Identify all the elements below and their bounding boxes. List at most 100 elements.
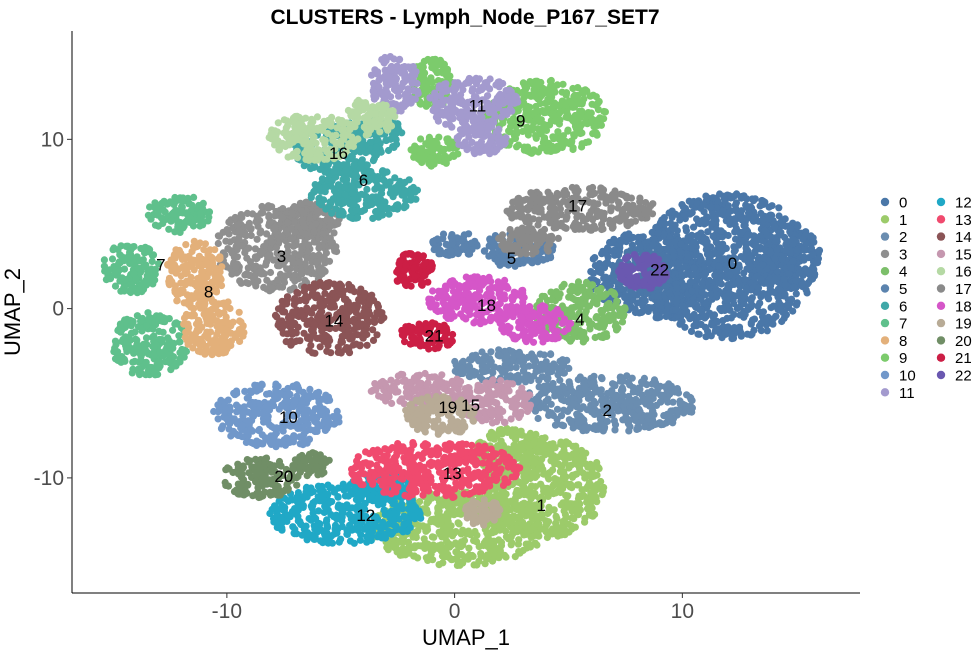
cluster-1-point	[456, 497, 465, 505]
cluster-0-point	[757, 327, 766, 335]
cluster-0-point	[684, 253, 693, 261]
cluster-1-point	[562, 438, 570, 446]
cluster-1-point	[484, 542, 492, 551]
cluster-0-point	[681, 323, 689, 331]
cluster-1-point	[569, 442, 577, 450]
cluster-0-point	[704, 228, 712, 236]
cluster-0-point	[744, 204, 752, 212]
cluster-3-point	[290, 218, 298, 226]
cluster-1-point	[464, 554, 472, 562]
cluster-2-point	[633, 425, 641, 433]
cluster-0-point	[681, 204, 690, 213]
cluster-0-point	[740, 292, 748, 300]
cluster-6-point	[407, 192, 415, 200]
cluster-3-point	[296, 258, 304, 266]
cluster-6-point	[350, 200, 358, 208]
cluster-0-point	[631, 305, 639, 313]
cluster-0-point	[731, 267, 739, 275]
cluster-7-point	[139, 279, 147, 287]
cluster-3-point	[282, 272, 290, 280]
cluster-2-point	[597, 386, 605, 394]
cluster-1-point	[421, 539, 429, 547]
cluster-3-point	[310, 228, 318, 236]
cluster-0-point	[730, 215, 739, 223]
cluster-0-point	[712, 285, 720, 293]
cluster-1-point	[549, 440, 557, 448]
cluster-0-point	[807, 232, 815, 240]
cluster-3-point	[243, 254, 251, 262]
cluster-0-point	[649, 240, 657, 248]
cluster-7-point	[161, 208, 169, 216]
cluster-4-point	[556, 290, 564, 298]
cluster-2-point	[588, 408, 596, 416]
cluster-3-point	[237, 279, 245, 287]
cluster-2-point	[611, 426, 619, 434]
cluster-4-point	[596, 289, 604, 297]
cluster-0-point	[700, 208, 708, 216]
cluster-6-point	[394, 120, 402, 128]
cluster-0-point	[792, 301, 801, 309]
cluster-2-point	[468, 352, 477, 360]
cluster-0-point	[804, 268, 813, 276]
cluster-1-point	[457, 530, 465, 538]
cluster-2-point	[669, 398, 677, 406]
cluster-7-point	[166, 198, 174, 206]
cluster-0-point	[777, 301, 785, 310]
cluster-5-point	[439, 230, 448, 238]
cluster-6-point	[341, 183, 349, 191]
cluster-3-point	[254, 277, 262, 285]
cluster-0-point	[800, 253, 808, 261]
cluster-3-point	[259, 209, 267, 217]
cluster-7-point	[196, 222, 204, 230]
cluster-6-point	[318, 175, 326, 183]
cluster-0-point	[789, 257, 797, 265]
cluster-0-point	[705, 250, 713, 258]
cluster-6-point	[328, 177, 336, 185]
cluster-0-point	[724, 323, 732, 331]
cluster-0-point	[749, 216, 757, 224]
cluster-0-point	[682, 243, 690, 251]
cluster-0-point	[695, 305, 704, 313]
cluster-0-point	[780, 275, 788, 283]
cluster-0-point	[735, 241, 743, 249]
cluster-3-point	[256, 229, 264, 237]
cluster-0-point	[742, 284, 751, 292]
cluster-6-point	[348, 189, 357, 197]
cluster-0-point	[709, 313, 717, 321]
cluster-0-point	[687, 198, 695, 206]
cluster-0-point	[766, 249, 774, 257]
cluster-7-point	[135, 286, 143, 294]
cluster-2-point	[612, 402, 620, 410]
cluster-0-point	[694, 330, 702, 338]
cluster-0-point	[806, 276, 815, 284]
cluster-1-point	[564, 492, 572, 500]
cluster-7-point	[100, 256, 108, 264]
cluster-0-point	[717, 227, 725, 235]
cluster-2-point	[576, 391, 585, 400]
cluster-3-point	[320, 230, 328, 238]
cluster-1-point	[598, 491, 606, 499]
cluster-3-point	[290, 242, 298, 250]
cluster-0-point	[625, 230, 633, 238]
cluster-1-point	[564, 520, 573, 528]
cluster-0-point	[732, 199, 741, 207]
cluster-3-point	[325, 257, 334, 265]
cluster-1-point	[560, 446, 568, 454]
cluster-7-point	[124, 254, 132, 262]
cluster-0-point	[718, 334, 726, 342]
cluster-0-point	[744, 209, 753, 217]
cluster-0-point	[653, 299, 662, 308]
cluster-0-point	[782, 246, 790, 254]
cluster-2-point	[545, 408, 553, 416]
cluster-1-point	[561, 531, 569, 539]
cluster-0-point	[713, 290, 721, 298]
cluster-0-point	[610, 246, 619, 254]
cluster-1-point	[531, 483, 540, 491]
cluster-0-point	[720, 194, 728, 202]
cluster-0-point	[771, 255, 779, 263]
cluster-1-point	[414, 554, 422, 562]
cluster-1-point	[586, 481, 594, 489]
cluster-2-point	[459, 357, 467, 365]
cluster-1-point	[522, 529, 530, 538]
cluster-1-point	[510, 441, 518, 449]
